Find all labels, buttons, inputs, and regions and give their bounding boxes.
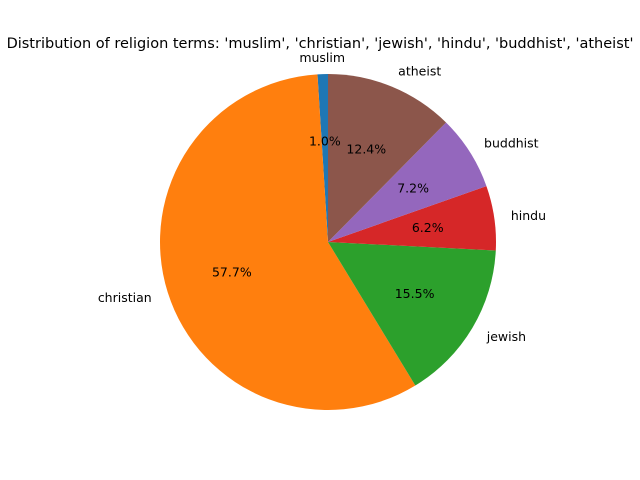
pct-label-muslim: 1.0% — [309, 134, 341, 149]
pie-slice-hindu — [328, 186, 497, 251]
pct-label-atheist: 12.4% — [346, 141, 386, 156]
slice-label-jewish: jewish — [486, 329, 526, 344]
slice-label-hindu: hindu — [511, 208, 546, 223]
slice-label-christian: christian — [98, 290, 152, 305]
slice-label-buddhist: buddhist — [484, 135, 539, 150]
pct-label-buddhist: 7.2% — [397, 180, 429, 195]
pct-label-jewish: 15.5% — [395, 286, 435, 301]
pie-slice-jewish — [328, 242, 496, 386]
pct-label-hindu: 6.2% — [412, 220, 444, 235]
slice-label-muslim: muslim — [299, 50, 345, 65]
pct-label-christian: 57.7% — [212, 265, 252, 280]
pie-slice-christian — [160, 74, 416, 410]
pie-slice-atheist — [328, 74, 447, 242]
pie-slice-muslim — [317, 74, 328, 242]
slice-label-atheist: atheist — [398, 64, 441, 79]
pie-slice-buddhist — [328, 122, 487, 242]
pie-slices — [160, 74, 497, 410]
chart-title: Distribution of religion terms: 'muslim'… — [7, 36, 634, 52]
pie-labels: muslim 1.0% christian 57.7% jewish 15.5% hindu… — [98, 50, 546, 344]
